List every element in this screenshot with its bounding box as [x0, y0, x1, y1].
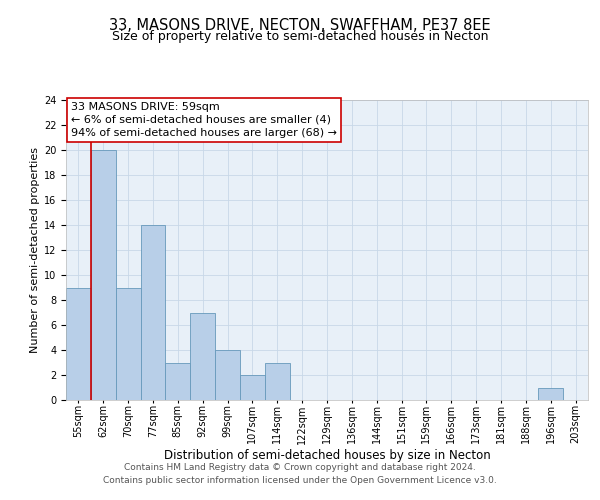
- X-axis label: Distribution of semi-detached houses by size in Necton: Distribution of semi-detached houses by …: [164, 449, 490, 462]
- Text: 33 MASONS DRIVE: 59sqm
← 6% of semi-detached houses are smaller (4)
94% of semi-: 33 MASONS DRIVE: 59sqm ← 6% of semi-deta…: [71, 102, 337, 138]
- Bar: [240, 375, 265, 400]
- Text: Contains HM Land Registry data © Crown copyright and database right 2024.
Contai: Contains HM Land Registry data © Crown c…: [103, 464, 497, 485]
- Bar: [140, 225, 166, 400]
- Bar: [166, 362, 190, 400]
- Bar: [265, 362, 290, 400]
- Bar: [91, 150, 116, 400]
- Bar: [116, 288, 140, 400]
- Bar: [538, 388, 563, 400]
- Y-axis label: Number of semi-detached properties: Number of semi-detached properties: [29, 147, 40, 353]
- Bar: [66, 288, 91, 400]
- Bar: [190, 312, 215, 400]
- Text: Size of property relative to semi-detached houses in Necton: Size of property relative to semi-detach…: [112, 30, 488, 43]
- Text: 33, MASONS DRIVE, NECTON, SWAFFHAM, PE37 8EE: 33, MASONS DRIVE, NECTON, SWAFFHAM, PE37…: [109, 18, 491, 32]
- Bar: [215, 350, 240, 400]
